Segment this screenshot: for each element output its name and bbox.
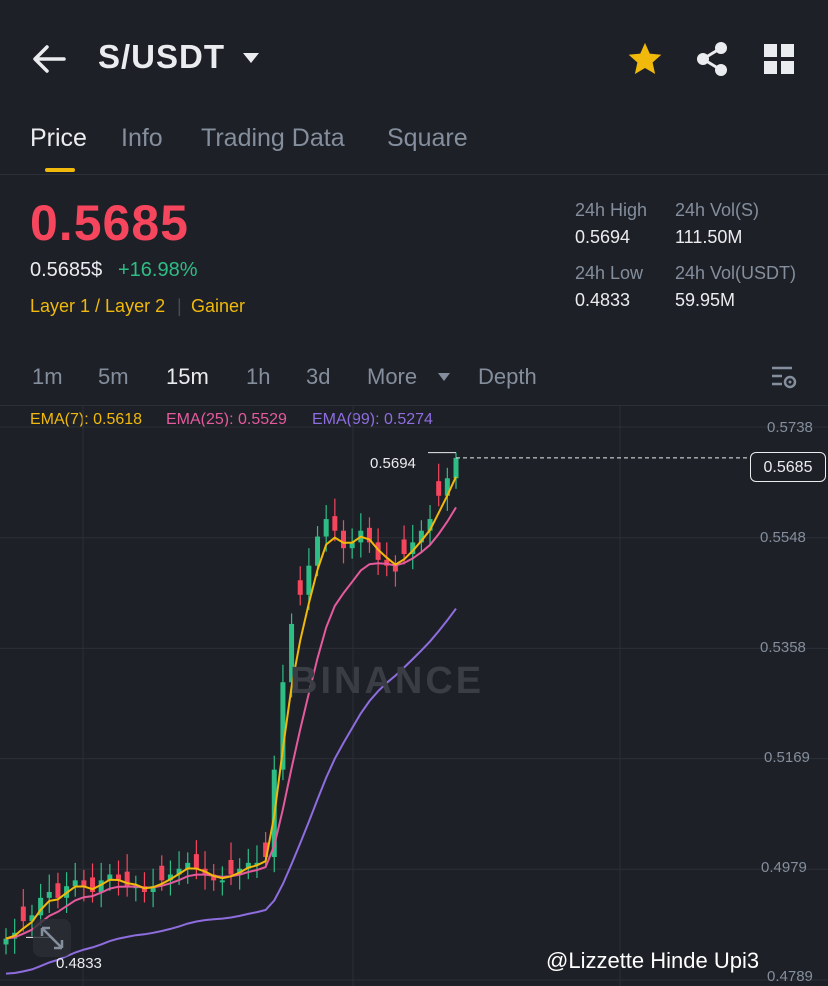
- low-marker: 0.4833: [56, 955, 102, 972]
- interval-bar: 1m 5m 15m 1h 3d More Depth: [0, 355, 828, 406]
- binance-watermark: BINANCE: [290, 660, 485, 702]
- tag-separator: |: [177, 296, 182, 316]
- candle-body: [341, 530, 346, 549]
- ema25-label: EMA(25): 0.5529: [166, 411, 287, 428]
- high-value: 0.5694: [575, 227, 631, 247]
- interval-more[interactable]: More: [367, 364, 418, 389]
- current-price-tag: 0.5685: [750, 452, 826, 482]
- candle-body: [72, 880, 78, 887]
- candle-body: [193, 854, 199, 869]
- candle-body: [116, 874, 121, 881]
- candle-body: [29, 915, 35, 922]
- interval-15m[interactable]: 15m: [166, 364, 209, 389]
- candle-body: [176, 868, 182, 875]
- candle-body: [444, 478, 450, 496]
- high-marker: 0.5694: [370, 455, 416, 472]
- interval-5m[interactable]: 5m: [98, 364, 129, 389]
- candle-body: [90, 877, 96, 893]
- candle-body: [436, 481, 442, 496]
- candle-body: [297, 580, 303, 595]
- candle-body: [98, 880, 104, 893]
- candle-body: [38, 897, 44, 916]
- axis-label: 0.5738: [767, 419, 813, 436]
- gainer-tag[interactable]: Gainer: [191, 296, 246, 316]
- tab-square[interactable]: Square: [387, 124, 468, 152]
- candle-body: [366, 527, 372, 543]
- axis-label: 0.4979: [761, 859, 807, 876]
- ema7-line: [5, 476, 457, 940]
- candle-body: [349, 542, 355, 549]
- candle-body: [185, 862, 191, 869]
- candle-body: [150, 886, 156, 893]
- category-tag[interactable]: Layer 1 / Layer 2: [30, 296, 166, 316]
- candle-body: [315, 536, 321, 566]
- candle-body: [124, 871, 130, 887]
- price-change: +16.98%: [118, 259, 198, 281]
- candle-body: [392, 565, 398, 572]
- tab-price[interactable]: Price: [30, 124, 87, 152]
- more-caret-icon[interactable]: [437, 372, 451, 382]
- vol-base-label: 24h Vol(S): [675, 200, 760, 220]
- candle-body: [219, 880, 225, 883]
- share-icon[interactable]: [694, 40, 730, 78]
- candle-body: [46, 892, 52, 898]
- star-icon[interactable]: [626, 40, 664, 78]
- candle-body: [3, 938, 9, 945]
- interval-1m[interactable]: 1m: [32, 364, 63, 389]
- candle-body: [384, 559, 390, 566]
- axis-label: 0.5358: [760, 639, 806, 656]
- candle-body: [107, 874, 113, 881]
- candle-body: [167, 874, 173, 881]
- candlestick-chart[interactable]: [0, 405, 828, 986]
- ema7-label: EMA(7): 0.5618: [30, 411, 143, 428]
- candle-body: [159, 865, 165, 881]
- back-arrow-icon[interactable]: [30, 42, 70, 76]
- candle-body: [306, 565, 312, 595]
- last-price: 0.5685: [30, 195, 189, 251]
- grid-icon[interactable]: [762, 42, 796, 76]
- user-watermark: @Lizzette Hinde Upi3: [546, 948, 760, 973]
- tab-bar: Price Info Trading Data Square: [0, 118, 828, 175]
- candle-body: [263, 842, 269, 858]
- candle-body: [332, 516, 338, 531]
- candle-body: [323, 519, 329, 537]
- expand-icon[interactable]: [32, 918, 72, 958]
- axis-label: 0.4789: [767, 968, 813, 985]
- interval-depth[interactable]: Depth: [478, 364, 537, 389]
- candle-body: [427, 519, 433, 531]
- candle-body: [55, 883, 61, 898]
- candle-body: [289, 623, 295, 683]
- chart-settings-icon[interactable]: [770, 364, 798, 392]
- tab-trading-data[interactable]: Trading Data: [201, 124, 345, 152]
- vol-quote-label: 24h Vol(USDT): [675, 263, 797, 283]
- ema99-label: EMA(99): 0.5274: [312, 411, 433, 428]
- candle-body: [453, 457, 459, 479]
- candle-body: [245, 862, 251, 869]
- candle-body: [375, 542, 381, 560]
- price-usd: 0.5685$: [30, 259, 103, 281]
- interval-1h[interactable]: 1h: [246, 364, 271, 389]
- pair-title[interactable]: S/USDT: [98, 38, 226, 75]
- candle-body: [418, 530, 424, 543]
- vol-quote-value: 59.95M: [675, 290, 736, 310]
- low-value: 0.4833: [575, 290, 631, 310]
- high-label: 24h High: [575, 200, 648, 220]
- candle-body: [280, 682, 286, 770]
- caret-down-icon[interactable]: [242, 52, 260, 64]
- candle-body: [254, 862, 260, 865]
- low-label: 24h Low: [575, 263, 644, 283]
- axis-label: 0.5548: [760, 529, 806, 546]
- candle-body: [20, 906, 26, 922]
- ema99-line: [5, 608, 457, 975]
- candle-body: [228, 859, 234, 875]
- candle-body: [401, 539, 407, 555]
- candle-body: [410, 542, 416, 555]
- axis-label: 0.5169: [764, 749, 810, 766]
- interval-3d[interactable]: 3d: [306, 364, 331, 389]
- candle-body: [81, 880, 87, 887]
- tab-info[interactable]: Info: [121, 124, 163, 152]
- vol-base-value: 111.50M: [675, 227, 743, 247]
- active-tab-indicator: [45, 168, 75, 172]
- candle-body: [211, 874, 217, 881]
